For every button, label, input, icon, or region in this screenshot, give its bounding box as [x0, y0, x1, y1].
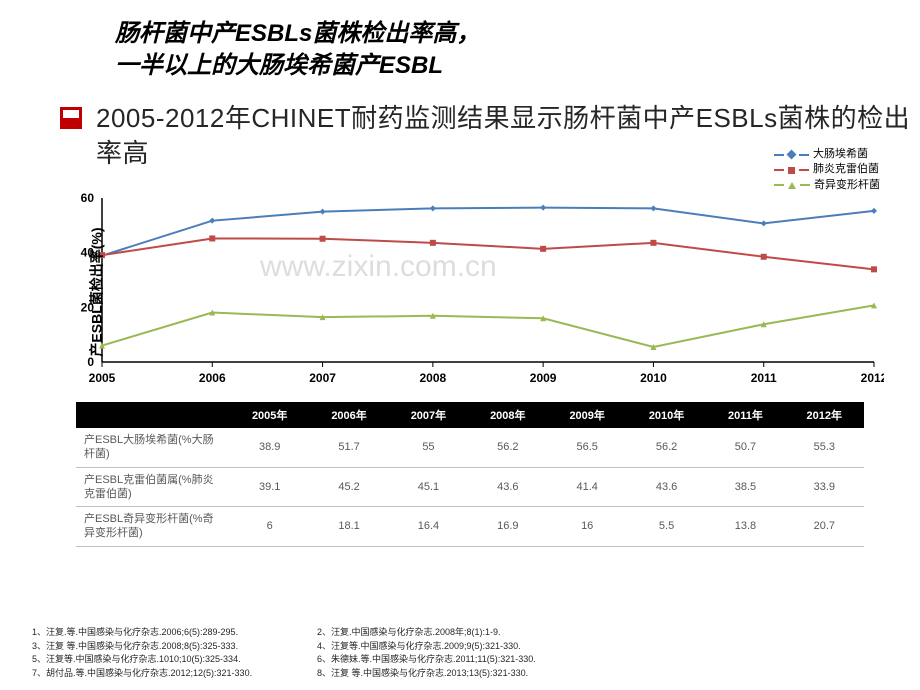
table-header: 2008年	[468, 402, 547, 428]
table-cell: 16.9	[468, 507, 547, 547]
legend-label: 肺炎克雷伯菌	[813, 162, 879, 177]
legend: 大肠埃希菌 肺炎克雷伯菌 奇异变形杆菌	[774, 147, 880, 193]
y-axis-label: 产ESBL菌检出率(%)	[87, 227, 107, 356]
svg-text:2009: 2009	[530, 371, 557, 385]
table-cell: 56.5	[548, 428, 627, 467]
table-header: 2011年	[706, 402, 784, 428]
svg-text:2007: 2007	[309, 371, 336, 385]
table-cell: 39.1	[230, 467, 309, 507]
chart-svg: 020406020052006200720082009201020112012	[40, 192, 884, 392]
table-cell: 45.1	[389, 467, 468, 507]
table-cell: 38.9	[230, 428, 309, 467]
ref-row: 3、汪复 等.中国感染与化疗杂志.2008;8(5):325-333. 4、汪复…	[32, 640, 536, 654]
table-header: 2010年	[627, 402, 706, 428]
table-cell: 51.7	[309, 428, 388, 467]
svg-text:2011: 2011	[751, 371, 777, 385]
svg-text:2008: 2008	[420, 371, 447, 385]
ref-row: 7、胡付品.等.中国感染与化疗杂志.2012;12(5):321-330. 8、…	[32, 667, 536, 681]
table-cell: 50.7	[706, 428, 784, 467]
title-block: 肠杆菌中产ESBLs菌株检出率高， 一半以上的大肠埃希菌产ESBL	[0, 0, 920, 83]
svg-text:2012: 2012	[861, 371, 884, 385]
svg-text:2005: 2005	[89, 371, 116, 385]
legend-item: 大肠埃希菌	[774, 147, 880, 162]
svg-text:2006: 2006	[199, 371, 226, 385]
table-row: 产ESBL克雷伯菌属(%肺炎克雷伯菌)39.145.245.143.641.44…	[76, 467, 864, 507]
table-cell: 56.2	[468, 428, 547, 467]
title-line-1: 肠杆菌中产ESBLs菌株检出率高，	[115, 18, 920, 50]
svg-text:0: 0	[87, 355, 94, 369]
table-header: 2009年	[548, 402, 627, 428]
table-cell: 38.5	[706, 467, 784, 507]
table-header: 2005年	[230, 402, 309, 428]
table-cell: 20.7	[785, 507, 864, 547]
table-cell: 16.4	[389, 507, 468, 547]
table-cell: 5.5	[627, 507, 706, 547]
ref-row: 1、汪复.等.中国感染与化疗杂志.2006;6(5):289-295. 2、汪复…	[32, 626, 536, 640]
table-cell: 55.3	[785, 428, 864, 467]
chart: 产ESBL菌检出率(%) 020406020052006200720082009…	[40, 192, 884, 392]
legend-label: 大肠埃希菌	[813, 147, 868, 162]
table-cell: 6	[230, 507, 309, 547]
title-line-2: 一半以上的大肠埃希菌产ESBL	[115, 50, 920, 82]
table-row: 产ESBL奇异变形杆菌(%奇异变形杆菌)618.116.416.9165.513…	[76, 507, 864, 547]
legend-item: 肺炎克雷伯菌	[774, 162, 880, 177]
data-table: 2005年2006年2007年2008年2009年2010年2011年2012年…	[76, 402, 864, 547]
table-cell: 13.8	[706, 507, 784, 547]
table-cell: 41.4	[548, 467, 627, 507]
svg-text:2010: 2010	[640, 371, 667, 385]
row-label: 产ESBL大肠埃希菌(%大肠杆菌)	[76, 428, 230, 467]
table-row: 产ESBL大肠埃希菌(%大肠杆菌)38.951.75556.256.556.25…	[76, 428, 864, 467]
table-cell: 43.6	[627, 467, 706, 507]
legend-item: 奇异变形杆菌	[774, 178, 880, 193]
table-cell: 16	[548, 507, 627, 547]
references: 1、汪复.等.中国感染与化疗杂志.2006;6(5):289-295. 2、汪复…	[32, 626, 536, 680]
table-cell: 33.9	[785, 467, 864, 507]
bullet-icon	[60, 107, 82, 129]
table-header: 2006年	[309, 402, 388, 428]
table-cell: 55	[389, 428, 468, 467]
row-label: 产ESBL奇异变形杆菌(%奇异变形杆菌)	[76, 507, 230, 547]
table-cell: 18.1	[309, 507, 388, 547]
table-cell: 43.6	[468, 467, 547, 507]
table-cell: 45.2	[309, 467, 388, 507]
svg-text:60: 60	[81, 192, 95, 205]
table-cell: 56.2	[627, 428, 706, 467]
table-header: 2007年	[389, 402, 468, 428]
legend-label: 奇异变形杆菌	[814, 178, 880, 193]
row-label: 产ESBL克雷伯菌属(%肺炎克雷伯菌)	[76, 467, 230, 507]
ref-row: 5、汪复等.中国感染与化疗杂志.1010;10(5):325-334. 6、朱德…	[32, 653, 536, 667]
table-header: 2012年	[785, 402, 864, 428]
